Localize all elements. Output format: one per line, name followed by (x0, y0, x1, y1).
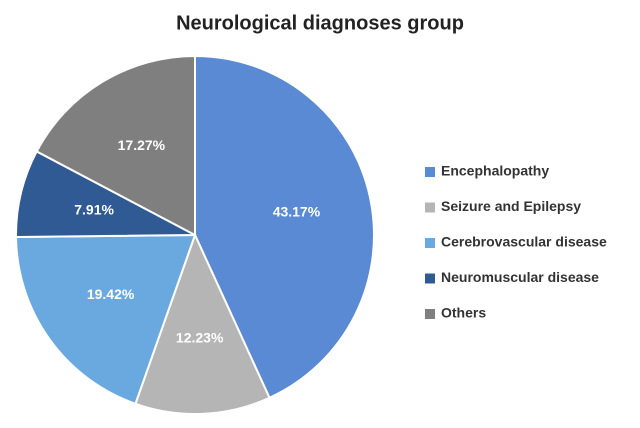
legend-swatch (425, 309, 435, 319)
legend-swatch (425, 202, 435, 213)
legend-label: Cerebrovascular disease (441, 234, 607, 250)
slice-label: 7.91% (74, 201, 114, 217)
slice-label: 19.42% (87, 286, 135, 302)
legend-label: Neuromuscular disease (441, 269, 599, 285)
pie-slice (35, 54, 196, 237)
chart-title: Neurological diagnoses group (176, 12, 464, 34)
pie-slice (134, 232, 271, 415)
legend-swatch (425, 238, 435, 248)
legend-label: Others (441, 305, 486, 321)
slice-label: 43.17% (273, 204, 321, 220)
pie-slice (194, 54, 375, 400)
legend-label: Encephalopathy (441, 163, 549, 179)
legend-label: Seizure and Epilepsy (441, 198, 581, 214)
slice-label: 17.27% (118, 137, 166, 153)
legend-swatch (425, 273, 435, 284)
slice-label: 12.23% (176, 329, 224, 345)
pie-slice (14, 233, 197, 406)
legend-swatch (425, 167, 435, 177)
